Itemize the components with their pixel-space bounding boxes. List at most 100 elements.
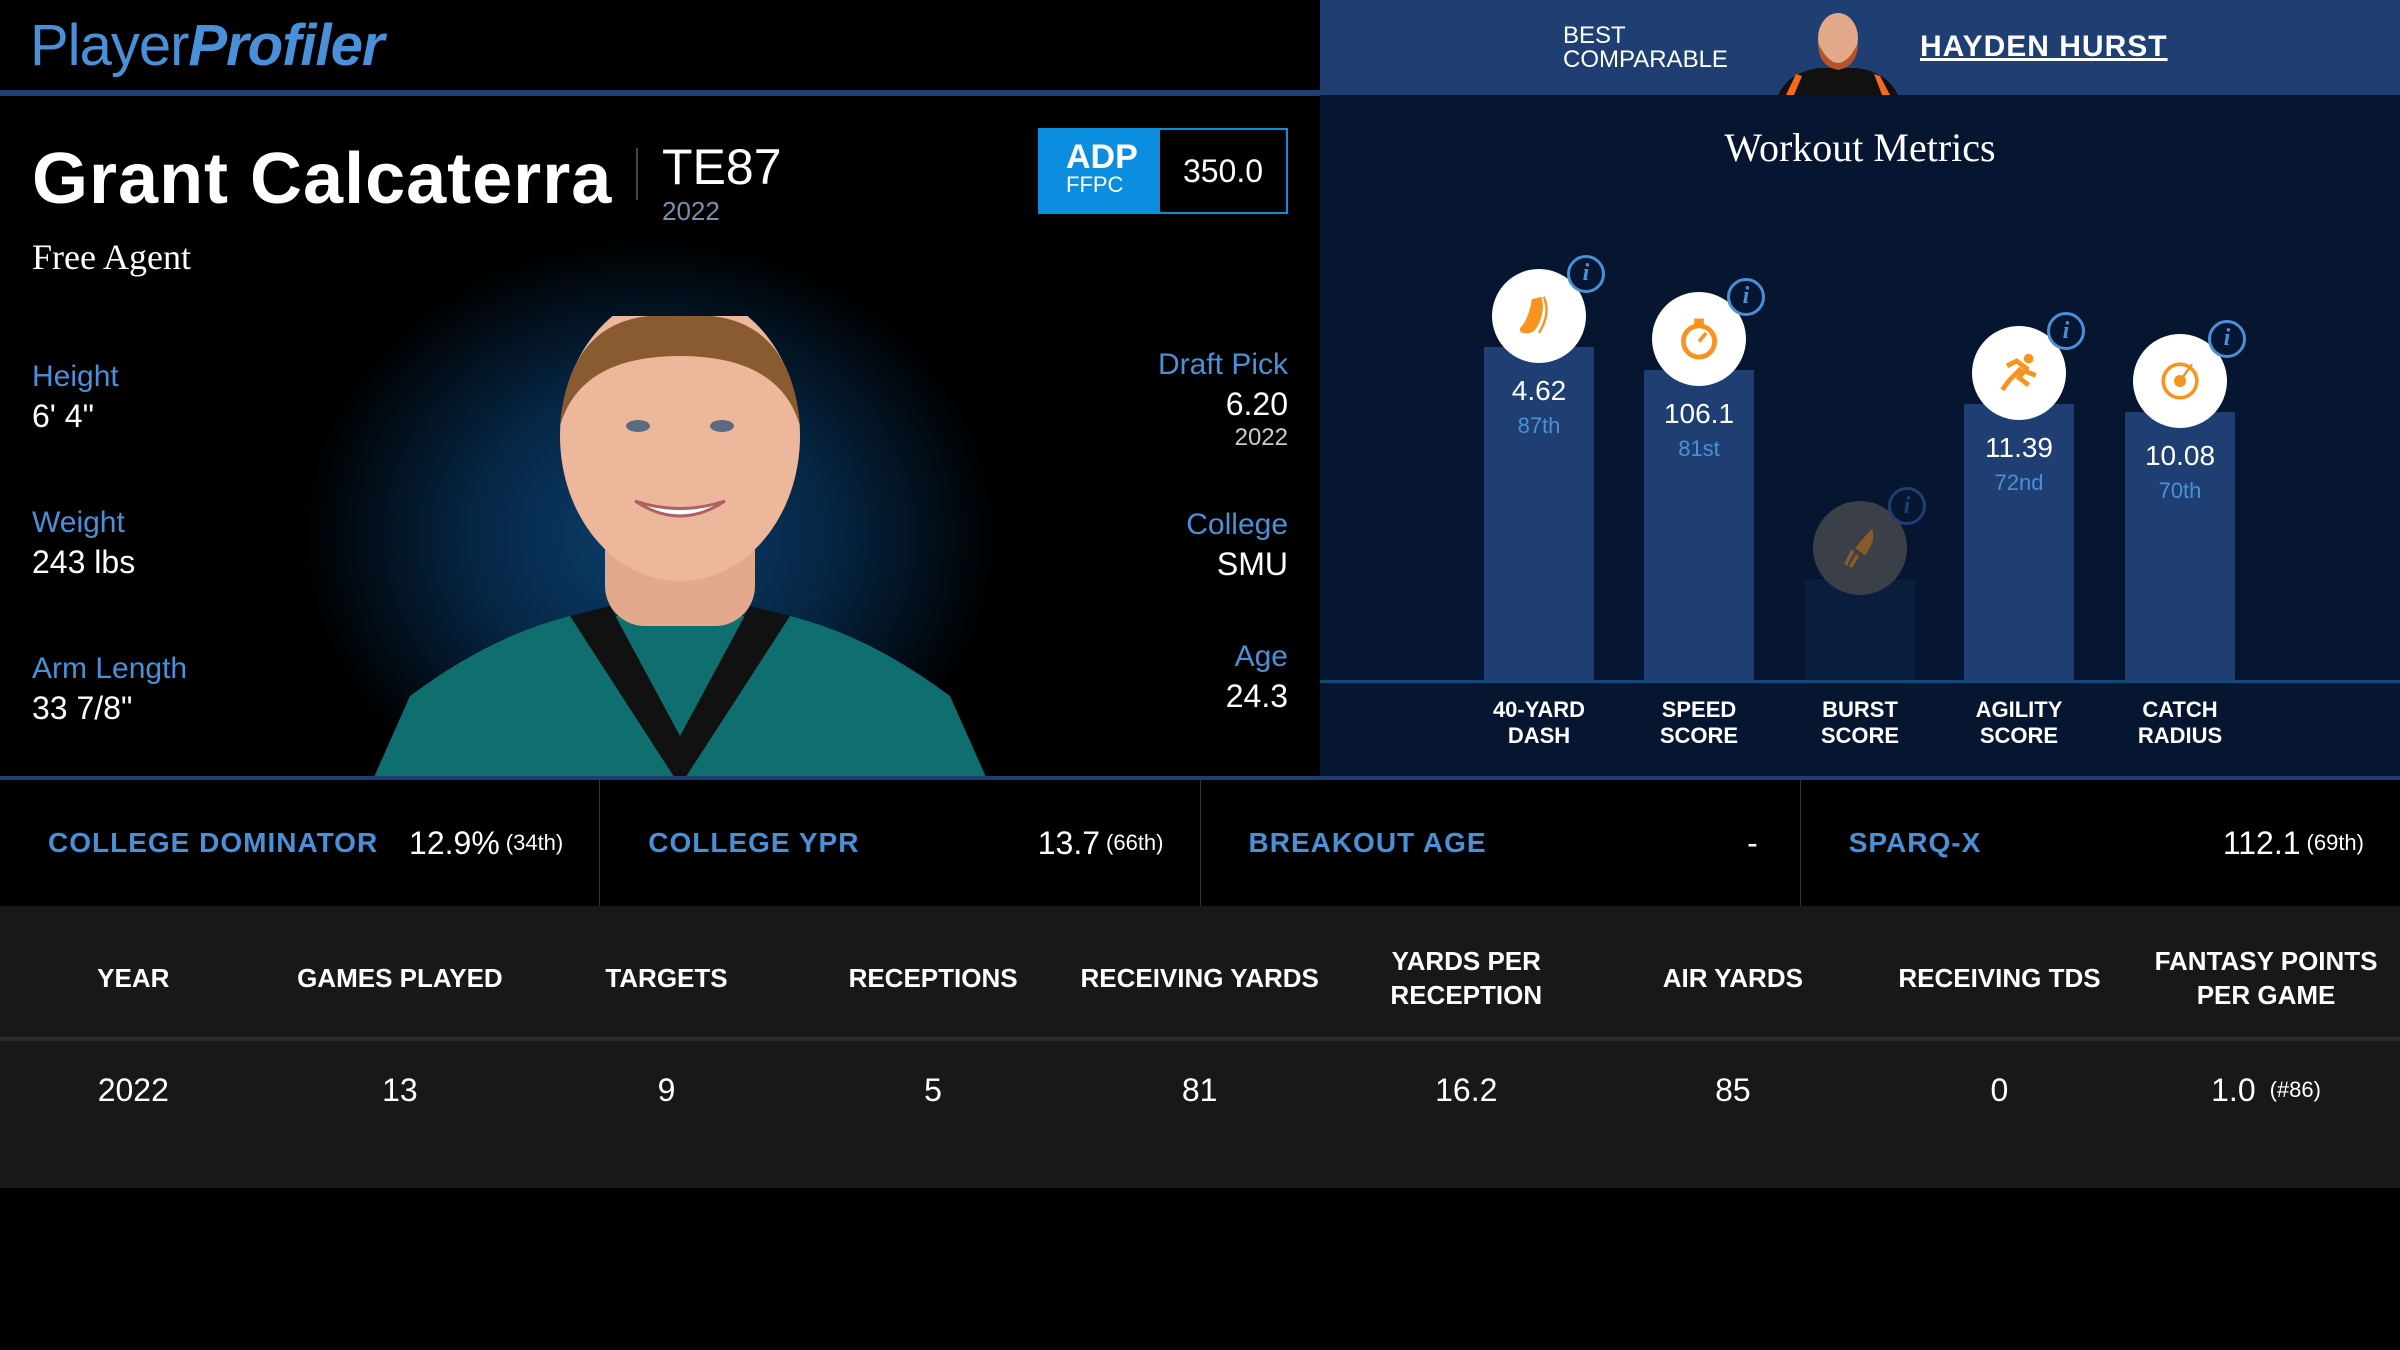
weight-label: Weight: [32, 506, 125, 539]
cell-value: 5: [924, 1071, 942, 1108]
metric-value: 10.08: [2144, 439, 2216, 471]
logo-text-light: Player: [30, 13, 189, 78]
metric-label-line2: SCORE: [1820, 723, 1900, 748]
column-header[interactable]: RECEIVING YARDS: [1080, 962, 1319, 993]
info-icon[interactable]: i: [2208, 319, 2246, 358]
adp-source: FFPC: [1066, 172, 1124, 197]
height-label: Height: [32, 360, 119, 393]
comparable-player-link[interactable]: HAYDEN HURST: [1920, 30, 2168, 63]
shoe-icon: [1519, 296, 1548, 334]
metric-label: SPEED SCORE: [1619, 697, 1779, 749]
metric-label: CATCH RADIUS: [2100, 697, 2260, 749]
stat-percentile: (34th): [505, 830, 564, 855]
cell-value: 1.0: [2211, 1071, 2256, 1108]
info-icon[interactable]: i: [2047, 312, 2085, 351]
column-header[interactable]: YEAR: [97, 962, 170, 993]
position-rank: TE87: [662, 139, 782, 195]
stat-percentile: (66th): [1106, 830, 1164, 855]
draft-pick-label: Draft Pick: [1157, 348, 1288, 381]
header-divider: [0, 90, 1320, 96]
metric-label-line2: SCORE: [1979, 723, 2059, 748]
age-value: 24.3: [1225, 678, 1288, 714]
stat-value: 13.7: [1037, 824, 1101, 861]
metric-percentile: 70th: [2158, 477, 2202, 503]
chart-baseline: [1320, 680, 2400, 683]
table-cell: 85: [1600, 1045, 1867, 1135]
season-stats-table: YEAR GAMES PLAYED TARGETS RECEPTIONS RECEIVI…: [0, 906, 2400, 1188]
metric-bar: [2125, 411, 2235, 680]
metric-percentile: 81st: [1678, 435, 1720, 461]
column-header[interactable]: TARGETS: [605, 962, 728, 993]
draft-pick-year: 2022: [1234, 424, 1288, 451]
college-stats-row: COLLEGE DOMINATOR 12.9% (34th) COLLEGE YPR…: [0, 776, 2400, 906]
weight-value: 243 lbs: [32, 544, 136, 580]
metric-percentile: 72nd: [1994, 470, 2044, 496]
column-header[interactable]: YARDS PER RECEPTION: [1390, 945, 1543, 1010]
college-label: College: [1186, 508, 1288, 541]
stat-label[interactable]: COLLEGE YPR: [648, 827, 860, 858]
adp-label: ADP: [1066, 138, 1138, 176]
stat-label[interactable]: SPARQ-X: [1848, 827, 1982, 858]
stat-breakout-age: BREAKOUT AGE -: [1201, 780, 1801, 906]
column-header[interactable]: AIR YARDS: [1662, 962, 1803, 993]
stat-percentile: (69th): [2306, 830, 2364, 855]
table-row: 2022 13 9 5 81 16.2 85 0 1.0 (#86): [0, 1045, 2400, 1135]
stat-college-dominator: COLLEGE DOMINATOR 12.9% (34th): [0, 780, 601, 906]
stat-sparq-x: SPARQ-X 112.1 (69th): [1801, 780, 2400, 906]
cell-value: 13: [382, 1071, 418, 1108]
info-icon[interactable]: i: [1888, 487, 1926, 525]
college-value: SMU: [1216, 546, 1288, 582]
table-cell: 0: [1866, 1045, 2133, 1135]
player-name: Grant Calcaterra: [32, 139, 613, 219]
metric-label-line1: BURST: [1822, 697, 1898, 722]
column-header[interactable]: GAMES PLAYED: [297, 962, 503, 993]
metric-value: 106.1: [1663, 397, 1735, 429]
cell-value: 16.2: [1435, 1071, 1498, 1108]
rocket-icon: [1843, 528, 1874, 569]
info-icon[interactable]: i: [1567, 254, 1605, 293]
stat-label[interactable]: BREAKOUT AGE: [1248, 827, 1487, 858]
column-header[interactable]: RECEIVING TDS: [1898, 962, 2101, 993]
info-icon[interactable]: i: [1727, 277, 1765, 316]
position-rank-year: 2022: [662, 196, 720, 226]
metric-bar: [1964, 404, 2074, 680]
arm-length-label: Arm Length: [32, 652, 188, 685]
metric-label: AGILITY SCORE: [1939, 697, 2099, 749]
table-cell: 9: [533, 1045, 800, 1135]
metric-label-line2: DASH: [1507, 723, 1571, 748]
metric-label-line1: SPEED: [1661, 697, 1737, 722]
table-cell: 1.0 (#86): [2133, 1045, 2400, 1135]
column-header[interactable]: RECEPTIONS: [848, 962, 1018, 993]
logo-text-bold: Profiler: [188, 13, 384, 78]
table-cell: 5: [800, 1045, 1067, 1135]
metric-label-line1: CATCH: [2142, 697, 2218, 722]
metric-label-line2: SCORE: [1659, 723, 1739, 748]
column-header[interactable]: FANTASY POINTS PER GAME: [2154, 945, 2378, 1010]
metric-label: BURST SCORE: [1780, 697, 1940, 749]
height-value: 6' 4": [32, 398, 94, 434]
cell-value: 81: [1181, 1071, 1218, 1108]
metric-label-line2: RADIUS: [2137, 723, 2223, 748]
metric-bar: [1484, 346, 1594, 680]
stat-label[interactable]: COLLEGE DOMINATOR: [48, 827, 379, 858]
adp-value: 350.0: [1182, 152, 1264, 189]
table-cell: 2022: [0, 1045, 267, 1135]
stopwatch-icon: [1681, 318, 1717, 360]
metric-icon-circle: [1492, 268, 1586, 363]
title-divider: [636, 148, 638, 200]
metric-bar: [1805, 579, 1915, 680]
stat-value: 12.9%: [409, 824, 500, 861]
runner-icon: [2000, 354, 2037, 392]
comparable-photo[interactable]: [1778, 8, 1898, 95]
logo[interactable]: PlayerProfiler: [30, 12, 384, 79]
stat-value: -: [1747, 824, 1758, 861]
metric-label-line1: 40-YARD: [1492, 697, 1586, 722]
best-comparable-label-line1: BEST: [1563, 22, 1626, 49]
player-team: Free Agent: [32, 237, 191, 277]
table-cell: 16.2: [1333, 1045, 1600, 1135]
arm-length-value: 33 7/8": [32, 690, 133, 726]
metric-value: 4.62: [1511, 374, 1567, 406]
cell-value: 9: [657, 1071, 676, 1108]
top-bar: [0, 0, 1320, 92]
draft-pick-value: 6.20: [1225, 386, 1288, 422]
